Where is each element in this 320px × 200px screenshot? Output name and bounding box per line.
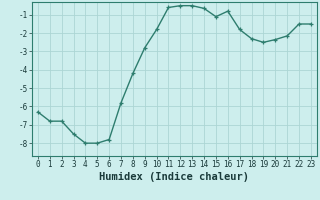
X-axis label: Humidex (Indice chaleur): Humidex (Indice chaleur) (100, 172, 249, 182)
